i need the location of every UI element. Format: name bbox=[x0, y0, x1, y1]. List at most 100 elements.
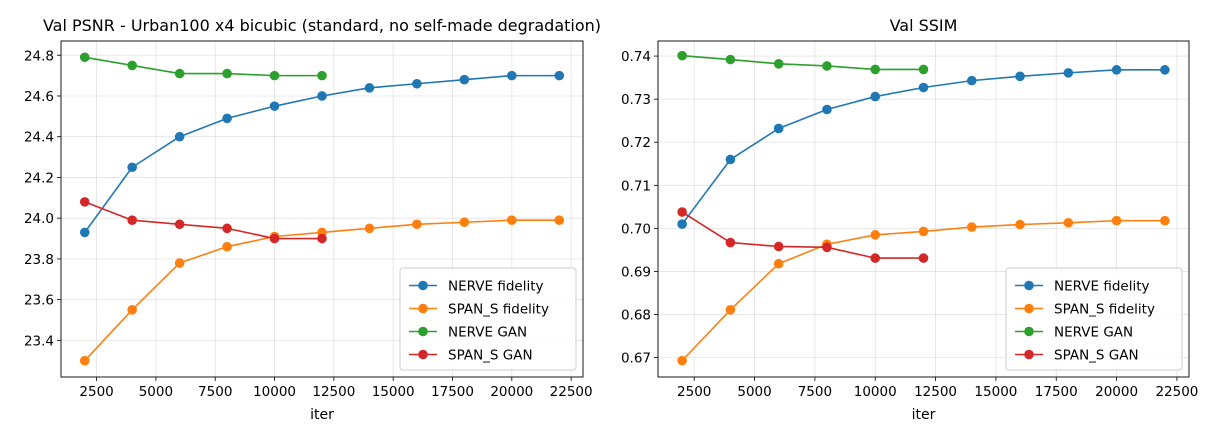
data-point bbox=[870, 64, 881, 75]
x-tick-label: 15000 bbox=[372, 384, 415, 400]
data-point bbox=[918, 82, 929, 93]
data-point bbox=[127, 60, 137, 71]
data-point bbox=[773, 59, 784, 69]
data-point bbox=[1160, 215, 1170, 226]
data-point bbox=[459, 217, 470, 228]
series-line bbox=[84, 201, 322, 240]
data-point bbox=[174, 258, 185, 268]
y-tick-label: 24.6 bbox=[24, 89, 54, 105]
legend: NERVE fidelity SPAN_S fidelity NERVE GAN SP… bbox=[1005, 267, 1183, 371]
y-tick-label: 24.0 bbox=[24, 211, 54, 227]
x-tick-label: 12500 bbox=[312, 384, 355, 400]
legend-label: SPAN_S GAN bbox=[448, 348, 533, 364]
data-point bbox=[918, 226, 929, 237]
data-point bbox=[317, 233, 327, 244]
data-point bbox=[222, 241, 232, 252]
legend: NERVE fidelity SPAN_S fidelity NERVE GAN SP… bbox=[399, 267, 577, 371]
y-tick-label: 0.72 bbox=[621, 135, 651, 151]
data-point bbox=[174, 68, 185, 79]
x-tick-label: 17500 bbox=[1035, 384, 1078, 400]
legend-label: NERVE fidelity bbox=[448, 279, 544, 295]
series-span-s-gan bbox=[79, 197, 327, 244]
x-tick-label: 10000 bbox=[253, 384, 296, 400]
data-point bbox=[725, 305, 736, 315]
data-point bbox=[677, 219, 687, 229]
x-tick-label: 5000 bbox=[139, 384, 173, 400]
y-tick-label: 24.2 bbox=[24, 170, 54, 186]
legend-label: NERVE GAN bbox=[1054, 325, 1133, 341]
x-tick-label: 22500 bbox=[550, 384, 593, 400]
data-point bbox=[822, 61, 832, 71]
x-tick-label: 2500 bbox=[79, 384, 113, 400]
series-line bbox=[84, 56, 322, 77]
data-point bbox=[79, 355, 90, 366]
data-point bbox=[127, 305, 137, 315]
data-point bbox=[459, 74, 470, 85]
data-point bbox=[222, 223, 232, 234]
y-tick-label: 0.74 bbox=[621, 49, 651, 65]
chart-2: 2500 5000 7500 10000 12500 15000 17500 20000 225… bbox=[621, 16, 1198, 423]
y-tick-label: 0.69 bbox=[621, 264, 651, 280]
data-point bbox=[412, 219, 422, 230]
x-tick-label: 2500 bbox=[677, 384, 711, 400]
x-tick-label: 15000 bbox=[974, 384, 1017, 400]
data-point bbox=[554, 70, 565, 81]
legend-box bbox=[399, 267, 577, 371]
y-tick-label: 23.4 bbox=[24, 333, 54, 349]
series-nerve-fidelity bbox=[79, 70, 565, 238]
axes-frame bbox=[657, 40, 1190, 378]
data-point bbox=[317, 91, 327, 101]
legend-marker bbox=[1024, 280, 1034, 291]
legend-marker bbox=[1024, 349, 1034, 360]
data-point bbox=[677, 50, 687, 61]
series-line bbox=[681, 211, 924, 259]
data-point bbox=[554, 215, 565, 225]
x-tick-label: 10000 bbox=[854, 384, 897, 400]
chart-1: 2500 5000 7500 10000 12500 15000 17500 20000 225… bbox=[24, 16, 601, 423]
data-point bbox=[725, 54, 736, 65]
x-tick-label: 20000 bbox=[490, 384, 533, 400]
legend-label: SPAN_S GAN bbox=[1054, 348, 1139, 364]
data-point bbox=[725, 237, 736, 248]
x-tick-label: 20000 bbox=[1095, 384, 1138, 400]
series-nerve-gan bbox=[79, 52, 327, 81]
y-tick-label: 0.68 bbox=[621, 308, 651, 324]
data-point bbox=[507, 215, 517, 225]
data-point bbox=[79, 52, 90, 63]
legend-marker bbox=[418, 280, 428, 291]
x-tick-label: 7500 bbox=[798, 384, 832, 400]
data-point bbox=[364, 83, 375, 93]
data-point bbox=[364, 223, 375, 234]
chart-title: Val SSIM bbox=[890, 16, 958, 35]
data-point bbox=[870, 230, 881, 240]
data-point bbox=[1111, 65, 1122, 75]
data-point bbox=[677, 207, 687, 217]
series-nerve-gan bbox=[677, 50, 929, 75]
legend-marker bbox=[418, 303, 428, 314]
series-line bbox=[682, 54, 924, 71]
data-point bbox=[677, 355, 687, 366]
data-point bbox=[822, 104, 832, 115]
data-point bbox=[1063, 68, 1074, 78]
data-point bbox=[79, 227, 90, 238]
legend-marker bbox=[1024, 303, 1034, 314]
data-point bbox=[870, 91, 881, 102]
x-tick-label: 5000 bbox=[737, 384, 771, 400]
x-axis-label: iter bbox=[310, 407, 334, 423]
data-point bbox=[507, 70, 517, 81]
y-tick-label: 24.8 bbox=[24, 48, 54, 64]
data-point bbox=[174, 131, 185, 142]
y-tick-label: 23.6 bbox=[24, 293, 54, 309]
data-point bbox=[222, 68, 232, 79]
data-point bbox=[822, 242, 832, 253]
series-nerve-fidelity bbox=[677, 65, 1170, 229]
data-point bbox=[412, 78, 422, 89]
data-point bbox=[79, 197, 90, 207]
data-point bbox=[127, 162, 137, 173]
legend-label: NERVE GAN bbox=[448, 325, 527, 341]
legend-box bbox=[1005, 267, 1183, 371]
data-point bbox=[773, 258, 784, 269]
data-point bbox=[222, 113, 232, 124]
